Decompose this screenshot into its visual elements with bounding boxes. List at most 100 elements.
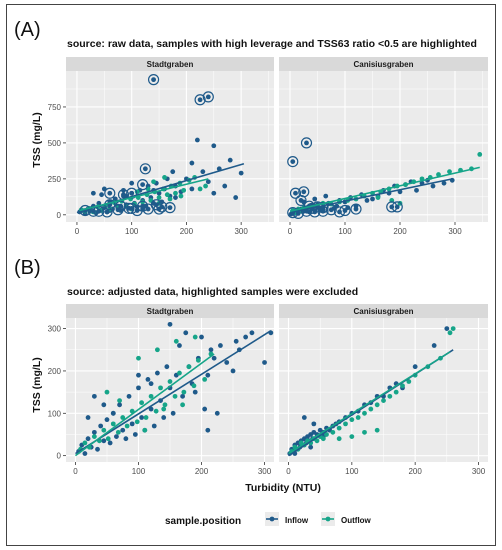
data-point-outflow	[436, 172, 441, 177]
data-point-outflow	[447, 330, 453, 336]
data-point-inflow	[114, 434, 119, 439]
data-point-inflow	[202, 406, 208, 412]
data-point-inflow	[120, 427, 126, 433]
data-point-outflow	[202, 377, 208, 382]
highlight-ring	[350, 203, 362, 215]
highlighted-point	[121, 192, 126, 198]
data-point-inflow	[208, 347, 214, 353]
data-point-inflow	[224, 360, 230, 365]
highlighted-point	[320, 208, 326, 214]
data-point-outflow	[314, 438, 320, 444]
data-point-outflow	[349, 417, 355, 423]
y-tick-label: 250	[48, 175, 62, 184]
data-point-inflow	[126, 393, 132, 399]
panel-a: Stadtgraben 0 100 200 300 0 250 500 750 Canisiusg…	[48, 57, 488, 236]
x-tick-label: 300	[472, 467, 486, 476]
data-point-outflow	[362, 429, 367, 435]
y-tick-label: 500	[48, 139, 62, 148]
data-point-inflow	[211, 190, 217, 196]
data-point-inflow	[123, 436, 129, 442]
x-tick-label: 100	[125, 227, 139, 236]
data-point-outflow	[203, 183, 208, 189]
data-point-outflow	[355, 415, 361, 420]
x-tick-label: 0	[73, 467, 78, 476]
y-tick-label: 200	[48, 367, 62, 376]
data-point-inflow	[167, 321, 173, 327]
data-point-outflow	[477, 152, 483, 157]
highlighted-point	[394, 204, 400, 210]
highlighted-point	[151, 77, 156, 83]
data-point-inflow	[82, 451, 88, 456]
x-tick-label: 0	[288, 227, 293, 236]
data-point-inflow	[205, 179, 211, 185]
strip-stadtgraben	[66, 304, 274, 318]
data-point-outflow	[82, 440, 88, 446]
highlighted-point	[328, 207, 334, 213]
x-tick-label: 200	[180, 227, 194, 236]
highlighted-point	[129, 205, 135, 211]
data-point-inflow	[189, 160, 195, 166]
data-point-outflow	[136, 355, 141, 361]
data-point-outflow	[154, 347, 160, 353]
y-tick-label: 0	[57, 211, 62, 220]
data-point-inflow	[90, 190, 96, 196]
x-tick-label: 0	[286, 467, 291, 476]
data-point-outflow	[173, 190, 178, 196]
data-point-inflow	[370, 196, 375, 202]
panel-a-y-axis-title: TSS (mg/L)	[31, 112, 43, 167]
data-point-inflow	[132, 432, 138, 437]
strip-canisiusgraben	[279, 304, 488, 318]
data-point-inflow	[444, 326, 450, 331]
highlight-ring	[139, 163, 151, 175]
data-point-inflow	[110, 410, 116, 416]
data-point-outflow	[151, 179, 156, 185]
fit-line-outflow	[79, 178, 209, 212]
data-point-inflow	[121, 187, 126, 193]
data-point-inflow	[312, 196, 318, 202]
highlight-ring	[289, 187, 302, 199]
highlighted-point	[298, 198, 304, 203]
data-point-inflow	[194, 137, 200, 143]
highlighted-point	[140, 203, 146, 209]
highlighted-point	[295, 210, 301, 216]
fit-line-outflow	[74, 353, 215, 457]
x-tick-label: 0	[75, 227, 80, 236]
highlighted-point	[337, 209, 342, 215]
highlight-ring	[164, 202, 176, 214]
x-tick-label: 300	[448, 227, 462, 236]
data-point-outflow	[139, 400, 145, 406]
data-point-outflow	[375, 195, 381, 200]
data-point-outflow	[191, 383, 197, 389]
highlighted-point	[167, 205, 173, 211]
data-point-inflow	[139, 415, 145, 420]
strip-stadtgraben	[66, 57, 274, 71]
series-outflow-stadtgraben	[78, 334, 214, 452]
data-point-outflow	[400, 383, 405, 389]
highlighted-point	[293, 190, 298, 196]
data-point-inflow	[200, 169, 206, 175]
data-point-inflow	[91, 429, 97, 435]
data-point-outflow	[91, 434, 97, 439]
legend-title: sample.position	[165, 516, 241, 527]
data-point-outflow	[134, 419, 140, 425]
data-point-inflow	[227, 157, 233, 163]
data-point-inflow	[107, 440, 113, 446]
data-point-outflow	[156, 195, 162, 200]
highlight-ring	[287, 156, 299, 168]
highlight-ring	[300, 137, 313, 149]
y-tick-label: 750	[48, 103, 62, 112]
highlighted-point	[205, 94, 211, 100]
data-point-outflow	[381, 398, 386, 403]
data-point-outflow	[162, 175, 167, 180]
data-point-inflow	[412, 364, 418, 370]
data-point-inflow	[430, 183, 436, 189]
data-point-inflow	[189, 186, 195, 192]
data-point-outflow	[148, 393, 154, 399]
data-point-outflow	[349, 434, 355, 439]
data-point-inflow	[249, 330, 255, 336]
highlighted-point	[197, 97, 203, 103]
data-point-outflow	[362, 410, 367, 416]
data-point-inflow	[192, 389, 198, 395]
data-point-inflow	[238, 170, 244, 176]
